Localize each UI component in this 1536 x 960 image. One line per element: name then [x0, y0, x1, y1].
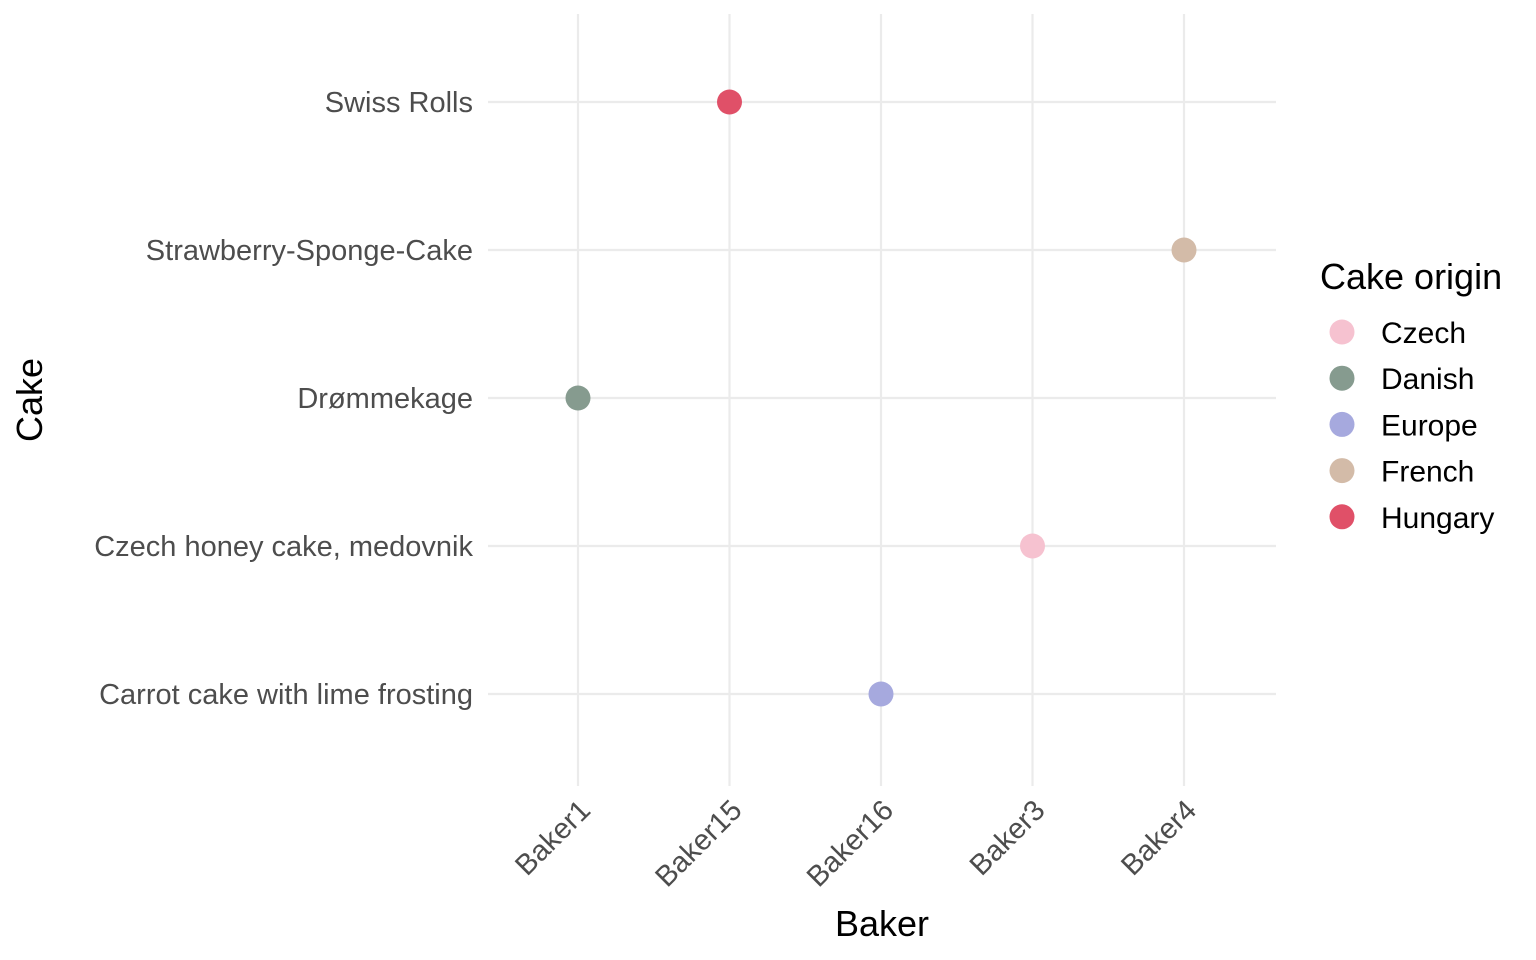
x-tick-label: Baker15 [649, 794, 748, 893]
x-tick-label: Baker4 [1115, 794, 1203, 882]
data-point [565, 385, 591, 411]
y-tick-label: Drømmekage [297, 383, 473, 415]
legend-label: French [1381, 456, 1474, 489]
y-axis-tick-labels: Carrot cake with lime frosting Czech hone… [94, 87, 473, 711]
x-axis-tick-labels: Baker1 Baker15 Baker16 Baker3 Baker4 [509, 794, 1203, 893]
y-tick-label: Swiss Rolls [325, 87, 473, 119]
x-tick-label: Baker1 [509, 794, 597, 882]
x-tick-label: Baker3 [964, 794, 1052, 882]
data-point [717, 89, 742, 115]
legend-label: Danish [1381, 363, 1474, 396]
y-axis-title: Cake [9, 358, 50, 442]
y-tick-label: Czech honey cake, medovnik [94, 531, 473, 563]
legend-title: Cake origin [1320, 256, 1502, 297]
legend-key [1329, 319, 1355, 345]
legend-entries: Czech Danish Europe French Hungary [1329, 317, 1494, 535]
legend-key [1329, 504, 1355, 530]
x-tick-label: Baker16 [801, 794, 900, 893]
legend-label: Hungary [1381, 502, 1494, 535]
data-point [1171, 237, 1197, 263]
legend-key [1329, 365, 1355, 391]
legend-key [1329, 458, 1355, 484]
y-tick-label: Strawberry-Sponge-Cake [146, 235, 473, 267]
data-points [565, 89, 1197, 707]
data-point [1020, 533, 1045, 559]
data-point [868, 681, 894, 707]
legend-key [1329, 411, 1355, 437]
gridlines [488, 14, 1276, 786]
legend-label: Europe [1381, 409, 1478, 442]
legend: Cake origin Czech Danish Europe French Hunga… [1320, 256, 1502, 535]
legend-label: Czech [1381, 317, 1466, 350]
y-tick-label: Carrot cake with lime frosting [99, 679, 473, 711]
x-axis-title: Baker [835, 903, 929, 944]
